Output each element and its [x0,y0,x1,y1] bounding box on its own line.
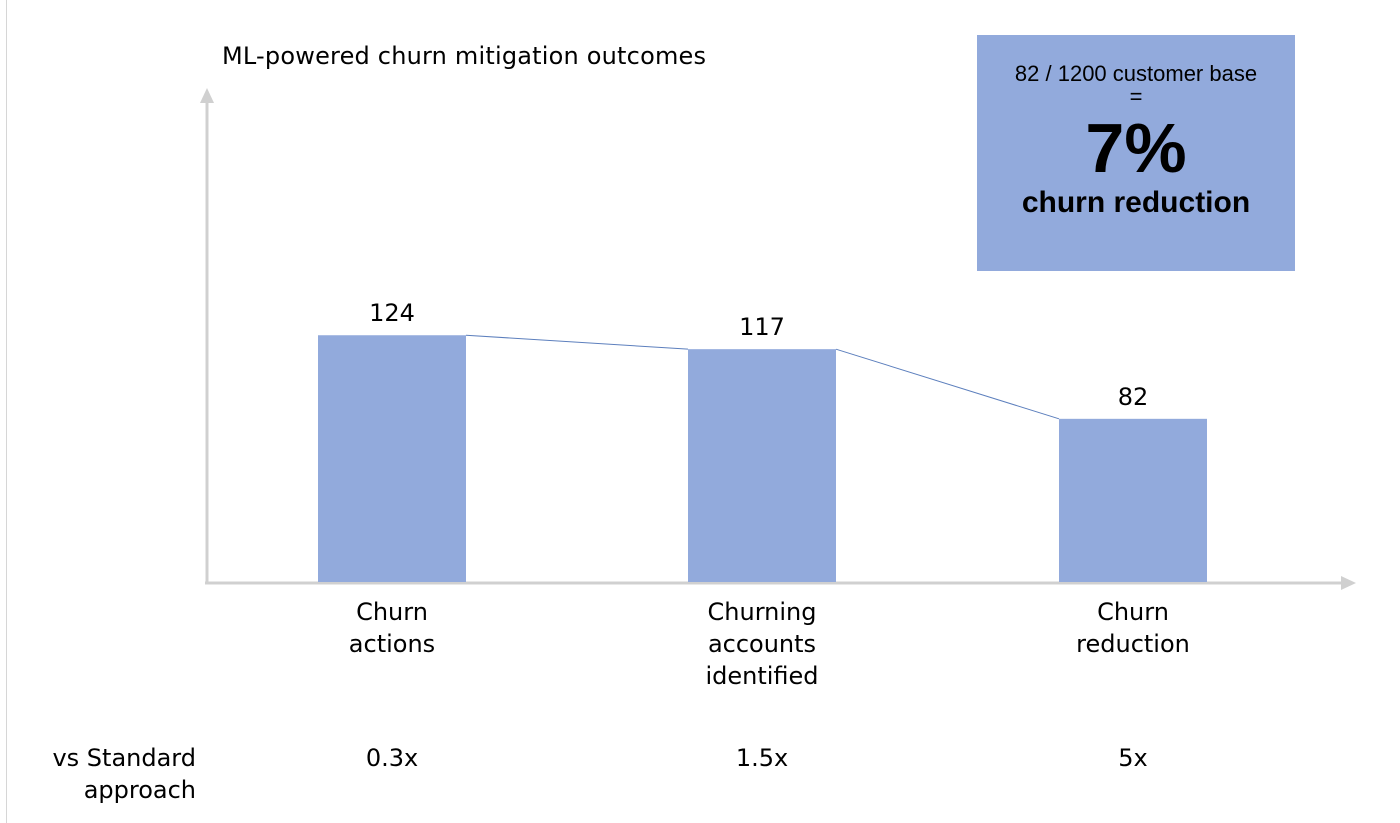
comparison-value-churning-accounts: 1.5x [735,744,789,772]
bar-churn-reduction [1059,418,1207,582]
comparison-value-churn-reduction: 5x [1118,744,1148,772]
callout-formula: 82 / 1200 customer base [1014,61,1258,86]
churn-reduction-callout: 82 / 1200 customer base = 7% churn reduc… [977,35,1295,271]
data-label-churn-reduction: 82 [1118,383,1149,411]
connector-line-1 [465,334,689,350]
callout-percent: 7% [1085,109,1187,187]
x-tick-label-churning-accounts: Churning accounts identified [705,598,819,690]
bar-churning-accounts [688,349,836,582]
bar-churn-actions [318,335,466,582]
chart-title: ML-powered churn mitigation outcomes [222,42,707,70]
left-border-line [6,0,7,823]
y-axis-arrow [200,88,214,103]
callout-equals-sign: = [1129,84,1143,109]
bars-layer: 124 117 82 [318,299,1207,582]
connector-line-2 [835,348,1060,420]
data-label-churn-actions: 124 [369,299,415,327]
x-axis-arrow [1341,576,1356,590]
data-label-churning-accounts: 117 [739,313,785,341]
comparison-value-churn-actions: 0.3x [365,744,419,772]
comparison-row-label: vs Standard approach [52,744,196,804]
x-tick-label-churn-reduction: Churn reduction [1076,598,1190,658]
x-tick-label-churn-actions: Churn actions [348,598,436,658]
callout-caption: churn reduction [1021,186,1251,219]
